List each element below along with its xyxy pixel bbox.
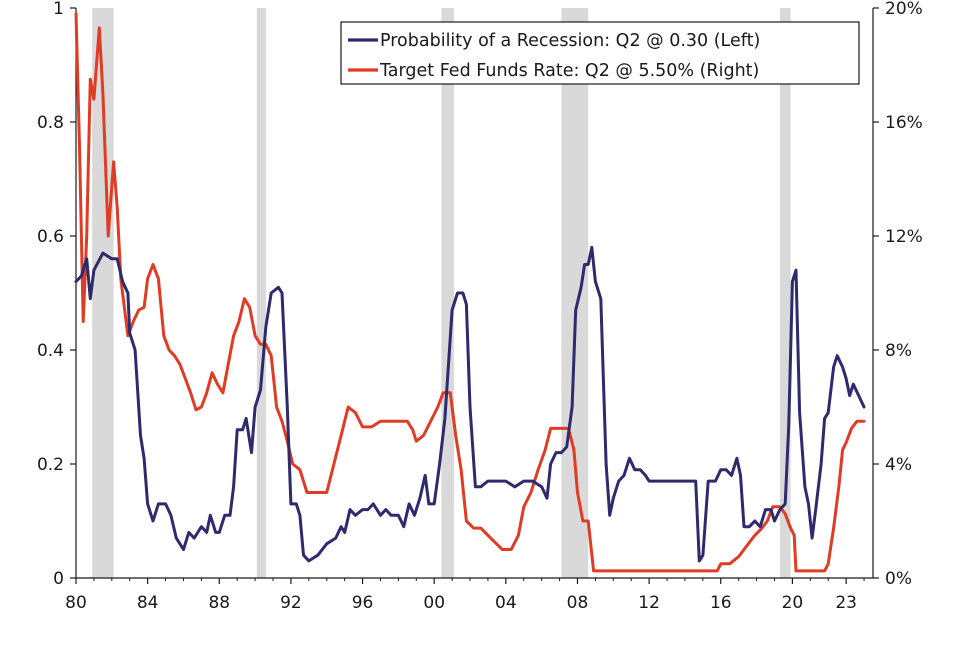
x-tick-label-20: 20 <box>782 593 804 613</box>
right-y-tick-label-16%: 16% <box>885 113 923 133</box>
x-tick-label-23: 23 <box>835 593 857 613</box>
right-y-tick-label-8%: 8% <box>885 341 912 361</box>
left-y-axis-ticks: 0 0.2 0.4 0.6 0.8 1 <box>37 0 76 589</box>
x-axis-ticks: 80 84 88 92 96 00 04 08 12 16 20 23 <box>65 578 865 613</box>
axes-group <box>75 8 874 579</box>
left-y-tick-label-0.4: 0.4 <box>37 341 64 361</box>
recession-band-4 <box>779 8 791 578</box>
series-line-fed-funds-rate <box>74 12 866 573</box>
x-tick-label-16: 16 <box>710 593 732 613</box>
x-tick-label-08: 08 <box>567 593 589 613</box>
left-y-tick-label-0.6: 0.6 <box>37 227 64 247</box>
right-y-tick-label-12%: 12% <box>885 227 923 247</box>
x-tick-label-88: 88 <box>208 593 230 613</box>
x-tick-label-80: 80 <box>65 593 87 613</box>
series-lines <box>74 12 866 573</box>
x-tick-label-84: 84 <box>137 593 159 613</box>
recession-band-1 <box>256 8 266 578</box>
left-y-tick-label-0.2: 0.2 <box>37 455 64 475</box>
recession-band-3 <box>561 8 589 578</box>
right-y-tick-label-4%: 4% <box>885 455 912 475</box>
recession-band-0 <box>92 8 114 578</box>
legend-label-recession-probability: Probability of a Recession: Q2 @ 0.30 (L… <box>380 31 760 51</box>
left-y-tick-label-0.8: 0.8 <box>37 113 64 133</box>
legend-box <box>340 21 860 85</box>
right-y-tick-label-20%: 20% <box>885 0 923 19</box>
x-tick-label-04: 04 <box>495 593 517 613</box>
x-tick-label-12: 12 <box>638 593 660 613</box>
left-y-tick-label-1: 1 <box>53 0 64 19</box>
legend: Probability of a Recession: Q2 @ 0.30 (L… <box>340 21 860 85</box>
series-line-recession-probability <box>74 245 866 563</box>
x-tick-label-96: 96 <box>352 593 374 613</box>
right-y-axis-ticks: 0% 4% 8% 12% 16% 20% <box>873 0 923 589</box>
legend-label-fed-funds-rate: Target Fed Funds Rate: Q2 @ 5.50% (Right… <box>379 61 759 81</box>
right-y-tick-label-0%: 0% <box>885 569 912 589</box>
x-tick-label-92: 92 <box>280 593 302 613</box>
recession-band-2 <box>441 8 454 578</box>
left-y-tick-label-0: 0 <box>53 569 64 589</box>
recession-shading-group <box>92 8 791 578</box>
x-tick-label-00: 00 <box>423 593 445 613</box>
